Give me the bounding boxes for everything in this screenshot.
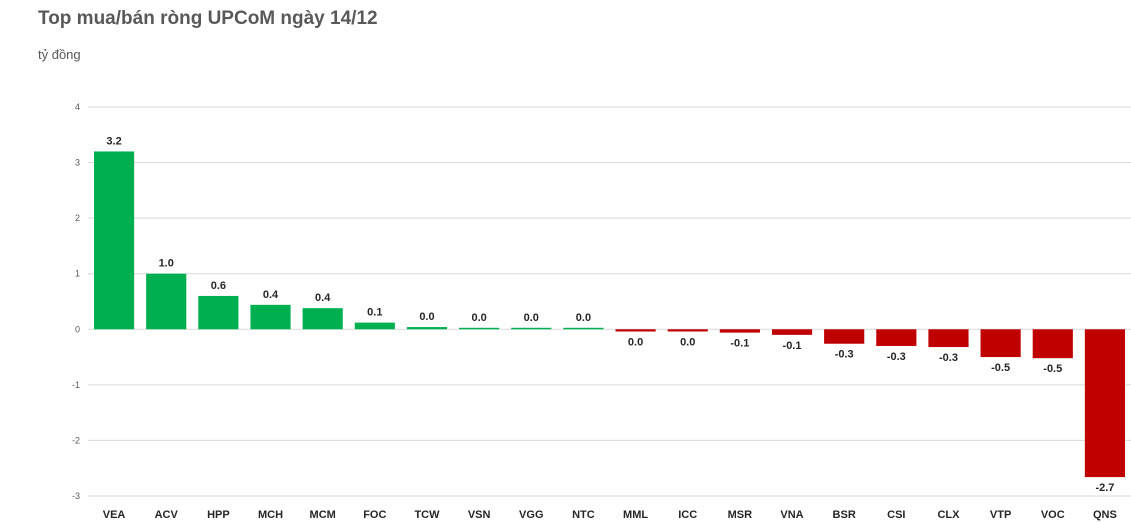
data-label: 0.0 xyxy=(680,337,695,349)
x-tick-label: MCM xyxy=(310,509,336,521)
data-label: -0.3 xyxy=(939,352,958,364)
data-label: -0.5 xyxy=(1043,363,1062,375)
bar xyxy=(1084,329,1126,478)
x-tick-label: CLX xyxy=(937,509,960,521)
chart-title: Top mua/bán ròng UPCoM ngày 14/12 xyxy=(38,8,378,29)
bar xyxy=(406,327,448,330)
x-tick-label: VEA xyxy=(103,509,126,521)
bar xyxy=(824,329,865,344)
bar xyxy=(771,329,813,335)
x-tick-label: MSR xyxy=(728,509,753,521)
y-axis-ticks: -3 -2 -1 0 1 2 3 4 xyxy=(72,102,80,501)
data-labels: 3.2 1.0 0.6 0.4 0.4 0.1 0.0 0.0 0.0 0.0 0.0 0.0 -0.1… xyxy=(106,135,1114,494)
y-tick-label: 0 xyxy=(75,324,80,334)
bar xyxy=(563,327,604,330)
bar xyxy=(980,329,1021,358)
bar xyxy=(928,329,969,348)
data-label: 1.0 xyxy=(159,258,174,270)
data-label: 0.0 xyxy=(419,311,434,323)
x-tick-label: HPP xyxy=(207,509,230,521)
bar xyxy=(250,304,291,330)
bar xyxy=(511,327,552,330)
x-tick-label: BSR xyxy=(833,509,856,521)
y-axis-unit-label: tỷ đồng xyxy=(38,47,81,62)
data-label: -0.5 xyxy=(991,362,1010,374)
x-tick-label: FOC xyxy=(363,509,386,521)
data-label: 0.0 xyxy=(524,312,539,324)
data-label: -0.1 xyxy=(730,338,749,350)
x-tick-label: MML xyxy=(623,509,648,521)
bar xyxy=(1032,329,1073,359)
bar xyxy=(302,308,343,330)
x-tick-label: MCH xyxy=(258,509,283,521)
bar xyxy=(615,329,656,332)
data-label: 0.0 xyxy=(576,312,591,324)
x-axis-ticks: VEA ACV HPP MCH MCM FOC TCW VSN VGG NTC MML ICC MSR V… xyxy=(103,509,1117,521)
y-tick-label: 4 xyxy=(75,102,80,112)
bar xyxy=(354,322,395,330)
data-label: 0.1 xyxy=(367,307,382,319)
y-tick-label: 3 xyxy=(75,158,80,168)
data-label: -0.3 xyxy=(887,351,906,363)
x-tick-label: VTP xyxy=(990,509,1011,521)
bar xyxy=(719,329,760,333)
x-tick-label: VSN xyxy=(468,509,491,521)
bar xyxy=(876,329,917,346)
data-label: 0.4 xyxy=(315,292,331,304)
data-label: -2.7 xyxy=(1095,482,1114,494)
y-tick-label: 1 xyxy=(75,269,80,279)
bar xyxy=(93,151,135,330)
bar xyxy=(667,329,708,332)
x-tick-label: ACV xyxy=(155,509,179,521)
y-tick-label: -2 xyxy=(72,435,80,445)
x-tick-label: ICC xyxy=(678,509,697,521)
data-label: -0.1 xyxy=(783,340,802,352)
data-label: 0.4 xyxy=(263,289,279,301)
x-tick-label: VOC xyxy=(1041,509,1065,521)
x-tick-label: VGG xyxy=(519,509,543,521)
gridlines xyxy=(88,106,1131,497)
x-tick-label: VNA xyxy=(780,509,803,521)
bar xyxy=(459,327,500,330)
bars xyxy=(93,151,1126,478)
data-label: 0.0 xyxy=(471,312,486,324)
x-tick-label: CSI xyxy=(887,509,905,521)
x-tick-label: QNS xyxy=(1093,509,1117,521)
bar xyxy=(146,273,187,330)
data-label: 0.6 xyxy=(211,280,226,292)
bar xyxy=(198,295,239,330)
data-label: 0.0 xyxy=(628,337,643,349)
x-tick-label: NTC xyxy=(572,509,595,521)
x-tick-label: TCW xyxy=(414,509,440,521)
y-tick-label: -1 xyxy=(72,380,80,390)
y-tick-label: 2 xyxy=(75,213,80,223)
data-label: -0.3 xyxy=(835,349,854,361)
y-tick-label: -3 xyxy=(72,491,80,501)
data-label: 3.2 xyxy=(106,135,121,147)
